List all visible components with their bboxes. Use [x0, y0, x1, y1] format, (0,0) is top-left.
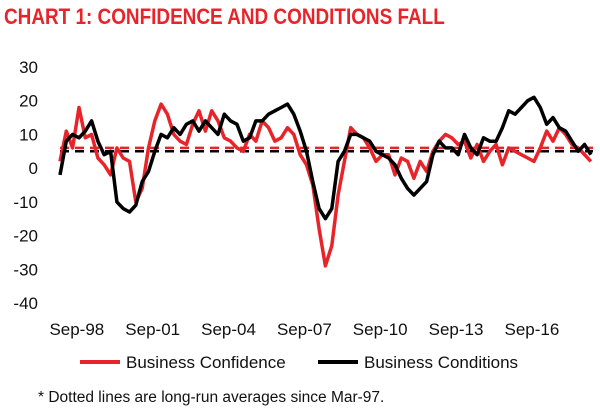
series-line-confidence [58, 102, 593, 268]
x-tick-label: Sep-13 [429, 320, 484, 339]
footnote: * Dotted lines are long-run averages sin… [38, 389, 384, 406]
chart-title: CHART 1: CONFIDENCE AND CONDITIONS FALL [4, 4, 445, 29]
x-tick-label: Sep-01 [125, 320, 180, 339]
y-tick-label: -10 [13, 193, 38, 212]
x-axis: Sep-98 Sep-01 Sep-04 Sep-07 Sep-10 Sep-13 Sep-… [49, 320, 559, 339]
legend-label-confidence: Business Confidence [126, 353, 286, 372]
x-tick-label: Sep-07 [277, 320, 332, 339]
y-tick-label: 10 [19, 125, 38, 144]
x-tick-label: Sep-04 [201, 320, 256, 339]
legend-label-conditions: Business Conditions [364, 353, 518, 372]
y-tick-label: 0 [29, 159, 38, 178]
series-line-conditions [58, 95, 593, 221]
y-tick-label: -30 [13, 260, 38, 279]
plot-area [58, 95, 593, 268]
y-tick-label: -20 [13, 227, 38, 246]
x-tick-label: Sep-10 [353, 320, 408, 339]
x-tick-label: Sep-98 [49, 320, 104, 339]
y-axis: 30 20 10 0 -10 -20 -30 -40 [13, 58, 38, 313]
legend: Business Confidence Business Conditions [80, 353, 518, 372]
y-tick-label: -40 [13, 294, 38, 313]
y-tick-label: 30 [19, 58, 38, 77]
y-tick-label: 20 [19, 92, 38, 111]
x-tick-label: Sep-16 [504, 320, 559, 339]
